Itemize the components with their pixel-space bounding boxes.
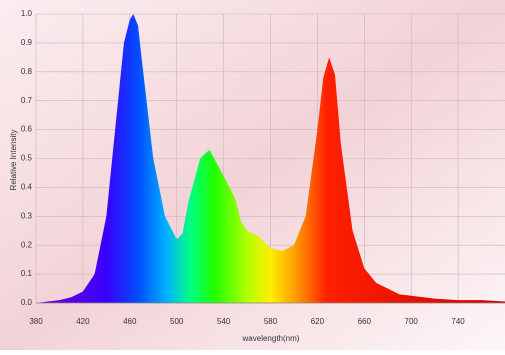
x-tick-label: 620 (311, 317, 325, 326)
y-tick-label: 0.1 (21, 269, 33, 278)
y-tick-label: 1.0 (21, 9, 33, 18)
y-tick-label: 0.8 (21, 67, 33, 76)
x-tick-label: 740 (451, 317, 465, 326)
x-axis-label: wavelength(nm) (242, 334, 300, 343)
x-tick-label: 700 (405, 317, 419, 326)
y-tick-label: 0.7 (21, 96, 33, 105)
y-tick-label: 0.6 (21, 125, 33, 134)
y-axis-label: Relative Intensity (9, 130, 18, 191)
x-tick-label: 500 (170, 317, 184, 326)
y-tick-label: 0.0 (21, 298, 33, 307)
x-tick-label: 380 (29, 317, 43, 326)
x-tick-label: 420 (76, 317, 90, 326)
x-tick-label: 460 (123, 317, 137, 326)
y-tick-label: 0.3 (21, 211, 33, 220)
y-tick-label: 0.2 (21, 240, 33, 249)
x-tick-label: 540 (217, 317, 231, 326)
x-tick-label: 660 (358, 317, 372, 326)
spectrum-area (36, 14, 505, 303)
y-tick-label: 0.5 (21, 154, 33, 163)
y-tick-label: 0.9 (21, 38, 33, 47)
y-tick-label: 0.4 (21, 183, 33, 192)
x-tick-label: 580 (264, 317, 278, 326)
